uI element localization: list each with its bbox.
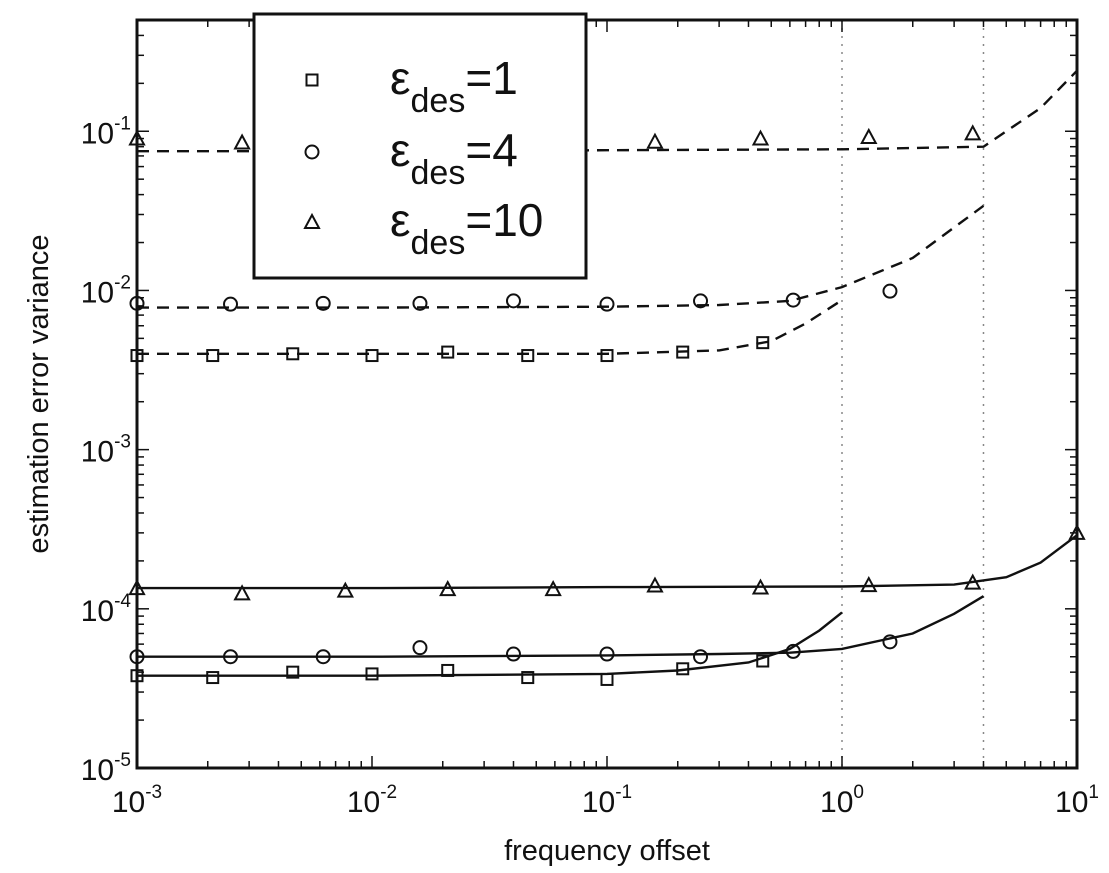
circle-marker-point: [599, 296, 615, 312]
circle-marker-point: [599, 646, 615, 662]
square-marker-point: [206, 349, 220, 363]
triangle-marker-point: [860, 575, 878, 593]
tick-labels: 10-3 10-2 10-1 100 101 10-5 10-4 10-3 10-2 10-1: [81, 113, 1099, 819]
dashed-curve-eps-10: [137, 69, 1078, 153]
circle-marker-point: [315, 295, 331, 311]
triangle-marker-point: [233, 584, 251, 601]
x-tick-label: 10-2: [347, 782, 397, 819]
circle-marker-point: [223, 296, 239, 312]
circle-marker-point: [785, 643, 801, 659]
axis-ticks: [136, 19, 1078, 769]
solid-curve-eps-1: [137, 611, 843, 677]
legend-entry-label: εdes=4: [390, 124, 518, 192]
square-marker-point: [365, 667, 379, 681]
triangle-marker-point: [646, 576, 664, 593]
square-marker-point: [286, 665, 300, 679]
curves-layer: [137, 69, 1078, 677]
square-marker-point: [676, 345, 690, 359]
triangle-marker-point: [544, 579, 562, 597]
dashed-curve-eps-1: [137, 299, 843, 355]
circle-marker-point: [505, 646, 521, 662]
triangle-marker-point: [964, 124, 982, 141]
triangle-marker-point: [439, 579, 457, 597]
square-marker-point: [676, 662, 690, 676]
triangle-marker-point: [751, 578, 770, 595]
square-marker-point: [206, 671, 220, 685]
legend-entry-label: εdes=1: [390, 52, 518, 120]
legend-entry-label: εdes=10: [390, 194, 543, 262]
circle-marker-point: [412, 295, 428, 311]
square-marker-point: [441, 663, 455, 677]
circle-marker-point: [412, 640, 428, 656]
solid-curve-eps-4: [137, 595, 985, 658]
triangle-marker-point: [646, 132, 664, 149]
square-marker-point: [756, 654, 770, 668]
circle-marker-point: [882, 283, 898, 299]
circle-marker-point: [693, 649, 709, 665]
circle-marker-point: [505, 293, 521, 309]
circle-marker-point: [882, 634, 898, 650]
y-tick-label: 10-4: [81, 591, 132, 628]
solid-curve-eps-10: [137, 534, 1078, 590]
square-marker-point: [441, 345, 455, 359]
y-tick-label: 10-2: [81, 272, 131, 309]
x-tick-label: 100: [820, 782, 864, 819]
circle-marker-point: [693, 293, 709, 309]
dashed-curve-eps-4: [137, 204, 985, 309]
legend-marker-circle: [304, 144, 320, 160]
triangle-marker-point: [336, 581, 354, 598]
circle-marker-point: [315, 649, 331, 665]
square-marker-point: [365, 349, 379, 363]
y-tick-label: 10-3: [81, 432, 131, 469]
triangle-marker-point: [751, 129, 770, 146]
square-marker-point: [521, 349, 535, 363]
y-tick-label: 10-5: [81, 750, 131, 787]
y-tick-label: 10-1: [81, 113, 131, 150]
x-tick-label: 10-1: [582, 782, 632, 819]
square-marker-point: [600, 349, 614, 363]
legend-marker-square: [305, 73, 319, 87]
triangle-marker-point: [233, 133, 251, 150]
square-marker-point: [521, 671, 535, 685]
square-marker-point: [756, 336, 770, 350]
triangle-marker-point: [964, 573, 982, 590]
x-tick-label: 101: [1055, 782, 1099, 819]
circle-marker-point: [785, 292, 801, 308]
square-marker-point: [600, 672, 614, 686]
y-axis-label: estimation error variance: [23, 234, 55, 553]
square-marker-point: [286, 347, 300, 361]
triangle-marker-point: [860, 127, 878, 145]
circle-marker-point: [223, 649, 239, 665]
x-tick-label: 10-3: [112, 782, 162, 819]
x-axis-label: frequency offset: [504, 835, 710, 867]
legend-marker-triangle: [303, 212, 321, 229]
